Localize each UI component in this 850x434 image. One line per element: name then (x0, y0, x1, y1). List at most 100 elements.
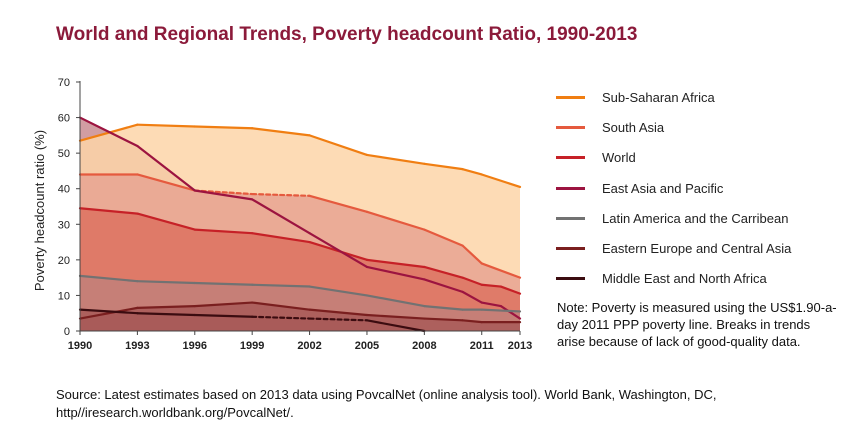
legend-item-middle-east-and-north-africa: Middle East and North Africa (556, 264, 846, 294)
line-segment-east-asia-and-pacific (308, 232, 369, 269)
legend-item-latin-america-and-the-carribean: Latin America and the Carribean (556, 203, 846, 233)
line-segment-latin-america-and-the-carribean (251, 283, 311, 288)
line-segment-south-asia (365, 210, 426, 231)
source-note: Source: Latest estimates based on 2013 d… (56, 387, 717, 420)
legend-item-east-asia-and-pacific: East Asia and Pacific (556, 173, 846, 203)
chart-note: Note: Poverty is measured using the US$1… (557, 300, 837, 349)
legend-label: Eastern Europe and Central Asia (602, 241, 792, 257)
line-segment-eastern-europe-and-central-asia (461, 319, 483, 324)
y-tick-label: 60 (58, 113, 70, 125)
line-segment-latin-america-and-the-carribean (480, 308, 522, 313)
line-segment-middle-east-and-north-africa (78, 308, 139, 315)
y-axis-label: Poverty headcount ratio (%) (32, 130, 47, 291)
y-tick-label: 20 (58, 255, 70, 267)
series-lines (78, 116, 522, 333)
legend-label: Latin America and the Carribean (602, 210, 789, 226)
x-tick-label: 2011 (470, 340, 494, 352)
line-segment-latin-america-and-the-carribean (423, 305, 464, 311)
line-segment-middle-east-and-north-africa (136, 312, 196, 317)
line-segment-eastern-europe-and-central-asia (423, 317, 464, 322)
line-segment-world (136, 212, 196, 231)
legend-label: South Asia (602, 119, 665, 135)
y-tick-label: 70 (58, 77, 70, 89)
line-segment-latin-america-and-the-carribean (308, 285, 369, 297)
line-segment-east-asia-and-pacific (78, 116, 139, 148)
line-segment-sub-saharan-africa (423, 162, 464, 171)
x-tick-label: 1990 (68, 340, 92, 352)
line-segment-south-asia (136, 173, 196, 192)
y-tick-label: 30 (58, 219, 70, 231)
legend: Sub-Saharan Africa South Asia World East As… (556, 82, 846, 294)
legend-swatch (556, 95, 585, 99)
line-segment-eastern-europe-and-central-asia (193, 301, 254, 308)
y-tick-label: 50 (58, 148, 70, 160)
line-segment-world (251, 232, 311, 244)
line-segment-east-asia-and-pacific (193, 189, 254, 201)
line-segment-sub-saharan-africa (308, 134, 369, 157)
line-segment-south-asia (480, 262, 522, 279)
line-segment-latin-america-and-the-carribean (365, 294, 426, 308)
line-segment-east-asia-and-pacific (499, 305, 522, 320)
line-segment-sub-saharan-africa (480, 173, 522, 189)
line-segment-eastern-europe-and-central-asia (136, 305, 196, 309)
y-tick-label: 0 (64, 326, 70, 338)
line-segment-sub-saharan-africa (251, 127, 311, 137)
axes: 0 10 20 30 40 50 60 70 1990 1993 1996 1999 2002 2005 2… (58, 77, 532, 352)
line-segment-east-asia-and-pacific (365, 265, 426, 281)
line-segment-middle-east-and-north-africa (251, 315, 311, 320)
legend-label: World (602, 150, 636, 166)
legend-swatch (556, 277, 585, 281)
line-segment-east-asia-and-pacific (423, 278, 464, 293)
x-tick-label: 1999 (240, 340, 264, 352)
legend-label: East Asia and Pacific (602, 180, 724, 196)
x-tick-label: 2005 (355, 340, 379, 352)
line-segment-latin-america-and-the-carribean (78, 274, 139, 283)
line-segment-east-asia-and-pacific (251, 198, 311, 235)
line-segment-latin-america-and-the-carribean (136, 280, 196, 285)
chart-title: World and Regional Trends, Poverty headc… (56, 24, 638, 45)
legend-item-eastern-europe-and-central-asia: Eastern Europe and Central Asia (556, 233, 846, 263)
line-segment-sub-saharan-africa (461, 168, 483, 176)
line-segment-world (461, 276, 483, 286)
line-segment-sub-saharan-africa (136, 123, 196, 128)
x-tick-label: 1993 (125, 340, 149, 352)
line-segment-world (499, 285, 522, 295)
legend-item-south-asia: South Asia (556, 112, 846, 142)
line-segment-world (78, 207, 139, 215)
legend-item-sub-saharan-africa: Sub-Saharan Africa (556, 82, 846, 112)
line-segment-south-asia (461, 244, 483, 265)
line-segment-eastern-europe-and-central-asia (78, 306, 139, 320)
line-segment-latin-america-and-the-carribean (193, 281, 254, 286)
legend-label: Sub-Saharan Africa (602, 89, 715, 105)
line-segment-east-asia-and-pacific (480, 301, 502, 308)
line-segment-world (480, 283, 502, 288)
line-segment-sub-saharan-africa (365, 153, 426, 165)
line-segment-sub-saharan-africa (193, 125, 254, 130)
line-segment-world (423, 265, 464, 279)
line-segment-middle-east-and-north-africa (193, 313, 254, 318)
line-segment-world (365, 258, 426, 269)
line-segment-south-asia (251, 192, 311, 197)
x-tick-label: 2002 (297, 340, 321, 352)
x-tick-label: 2008 (412, 340, 436, 352)
legend-swatch (556, 216, 585, 220)
y-tick-label: 40 (58, 184, 70, 196)
line-segment-world (193, 228, 254, 235)
line-segment-eastern-europe-and-central-asia (365, 313, 426, 320)
legend-swatch (556, 125, 585, 129)
line-segment-east-asia-and-pacific (461, 290, 483, 304)
line-segment-south-asia (423, 228, 464, 247)
line-segment-south-asia (308, 194, 369, 213)
area-fills (80, 117, 520, 331)
line-segment-middle-east-and-north-africa (365, 319, 426, 333)
legend-swatch (556, 156, 585, 160)
legend-label: Middle East and North Africa (602, 271, 767, 287)
legend-item-world: World (556, 143, 846, 173)
line-segment-eastern-europe-and-central-asia (308, 308, 369, 317)
x-tick-label: 1996 (183, 340, 207, 352)
x-tick-label: 2013 (508, 340, 532, 352)
legend-swatch (556, 186, 585, 190)
line-segment-eastern-europe-and-central-asia (251, 301, 311, 311)
line-segment-east-asia-and-pacific (136, 144, 196, 192)
